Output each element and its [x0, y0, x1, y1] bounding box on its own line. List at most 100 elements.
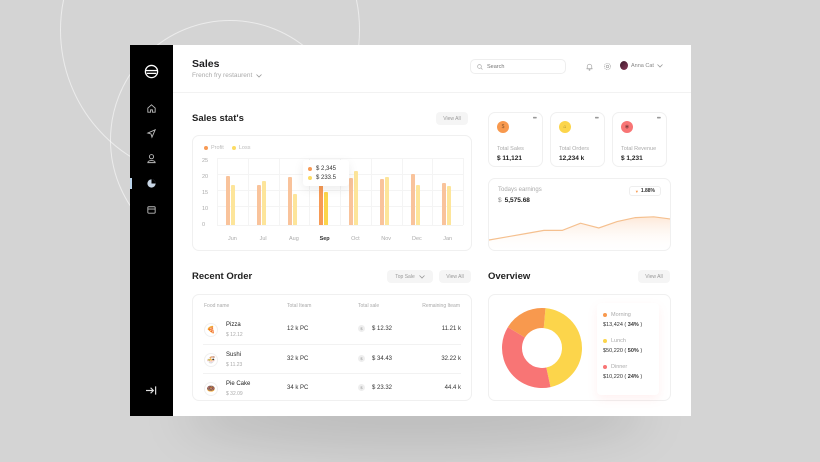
- bar-loss[interactable]: [446, 186, 451, 225]
- bar-group-jul[interactable]: [257, 158, 271, 225]
- bar-profit[interactable]: [410, 174, 415, 225]
- stat-label: Total Revenue: [621, 146, 657, 152]
- recent-view-all-button[interactable]: View All: [439, 270, 471, 283]
- settings-icon[interactable]: [603, 62, 612, 71]
- sales-view-all-button[interactable]: View All: [436, 112, 468, 125]
- grid-line: [247, 158, 249, 225]
- topbar: Sales French fry restaurent Anna Cat: [173, 45, 691, 93]
- chart-pie-icon[interactable]: [146, 178, 157, 189]
- bar-profit[interactable]: [441, 183, 446, 225]
- remaining-items: 32.22 k: [441, 356, 461, 362]
- grid-line: [217, 158, 218, 225]
- remaining-items: 11.21 k: [441, 326, 461, 332]
- restaurant-name: French fry restaurent: [192, 72, 253, 79]
- bar-profit[interactable]: [380, 179, 385, 225]
- x-tick: Sep: [319, 236, 330, 242]
- grid-line: [463, 158, 464, 225]
- trend-down-icon: ▼: [634, 188, 639, 194]
- grid-line: [370, 158, 372, 225]
- tooltip-loss: $ 233.5: [316, 174, 337, 181]
- bar-loss[interactable]: [354, 171, 359, 225]
- stat-value: $ 11,121: [497, 155, 522, 162]
- bar-group-nov[interactable]: [380, 158, 394, 225]
- coin-icon: $: [358, 325, 365, 332]
- x-tick: Aug: [288, 236, 299, 242]
- revenue-icon: ◉: [621, 121, 633, 133]
- x-tick: Dec: [411, 236, 422, 242]
- restaurant-selector[interactable]: French fry restaurent: [192, 72, 263, 79]
- logout-icon[interactable]: [145, 385, 158, 396]
- bar-profit[interactable]: [226, 176, 231, 225]
- top-sale-dropdown[interactable]: Top Sale: [387, 270, 433, 283]
- earnings-label: Todays earnings: [498, 187, 542, 193]
- grid-line: [401, 158, 403, 225]
- food-price: $ 32.09: [226, 391, 243, 397]
- coin-icon: $: [358, 355, 365, 362]
- legend-dot: [603, 313, 607, 317]
- table-row[interactable]: 🍕 Pizza $ 12.12 12 k PC $ $ 12.32 11.21 …: [203, 315, 461, 344]
- sushi-icon: 🍜: [204, 353, 218, 367]
- table-row[interactable]: 🍩 Pie Cake $ 32.09 34 k PC $ $ 23.32 44.…: [203, 373, 461, 402]
- bar-group-sep[interactable]: [318, 158, 333, 225]
- more-icon[interactable]: •••: [656, 116, 661, 122]
- bar-group-jun[interactable]: [226, 158, 240, 225]
- grid-line: [432, 158, 434, 225]
- bar-profit[interactable]: [257, 184, 262, 225]
- stat-card-total-revenue[interactable]: ◉ ••• Total Revenue $ 1,231: [612, 112, 667, 167]
- overview-view-all-button[interactable]: View All: [638, 270, 670, 283]
- legend-loss[interactable]: Loss: [231, 145, 250, 151]
- legend-profit[interactable]: Profit: [204, 145, 224, 151]
- more-icon[interactable]: •••: [532, 116, 537, 122]
- bar-loss[interactable]: [415, 184, 420, 225]
- bar-group-dec[interactable]: [410, 158, 425, 225]
- chart-legend: Profit Loss: [204, 145, 250, 151]
- bar-group-aug[interactable]: [287, 158, 302, 225]
- shop-icon: ⌂: [559, 121, 571, 133]
- bar-loss[interactable]: [323, 191, 328, 225]
- stat-card-total-orders[interactable]: ⌂ ••• Total Orders 12,234 k: [550, 112, 605, 167]
- y-tick: 25: [202, 158, 209, 164]
- legend-dinner[interactable]: Dinner $10,220 ( 24% ): [603, 364, 643, 380]
- total-items: 34 k PC: [287, 385, 309, 391]
- logo-icon[interactable]: [144, 64, 159, 79]
- user-icon[interactable]: [146, 153, 157, 164]
- pizza-icon: 🍕: [204, 323, 218, 337]
- bar-loss[interactable]: [292, 194, 297, 225]
- search-box[interactable]: [470, 59, 566, 74]
- bar-group-oct[interactable]: [349, 158, 363, 225]
- grid-line: [217, 225, 463, 226]
- legend-morning[interactable]: Morning $13,424 ( 34% ): [603, 312, 643, 328]
- donut-segment-dinner[interactable]: [502, 308, 582, 388]
- bar-loss[interactable]: [231, 184, 236, 225]
- legend-lunch[interactable]: Lunch $50,220 ( 50% ): [603, 338, 643, 354]
- food-name: Pizza: [226, 322, 241, 328]
- grid-line: [340, 158, 341, 225]
- bar-profit[interactable]: [287, 177, 292, 225]
- user-name: Anna Cat: [631, 62, 654, 69]
- home-icon[interactable]: [146, 103, 157, 114]
- total-sale: $ 12.32: [372, 326, 393, 332]
- send-icon[interactable]: [146, 128, 157, 139]
- search-input[interactable]: [487, 63, 557, 70]
- food-name: Sushi: [226, 352, 242, 358]
- more-icon[interactable]: •••: [594, 116, 599, 122]
- y-tick: 15: [202, 190, 209, 196]
- active-indicator: [130, 178, 132, 189]
- donut-segment-lunch[interactable]: [502, 308, 582, 388]
- sidebar: [130, 45, 173, 416]
- bar-profit[interactable]: [318, 184, 323, 225]
- food-price: $ 11.23: [226, 362, 243, 368]
- stat-card-total-sales[interactable]: $ ••• Total Sales $ 11,121: [488, 112, 543, 167]
- bar-loss[interactable]: [262, 180, 267, 225]
- table-row[interactable]: 🍜 Sushi $ 11.23 32 k PC $ $ 34.43 32.22 …: [203, 344, 461, 373]
- user-menu[interactable]: Anna Cat: [620, 61, 663, 70]
- stat-label: Total Sales: [497, 146, 524, 152]
- food-name: Pie Cake: [226, 381, 251, 387]
- chart-tooltip: $ 2,345 $ 233.5: [303, 160, 349, 186]
- grid-line: [309, 158, 311, 225]
- wallet-icon[interactable]: [146, 204, 157, 215]
- bell-icon[interactable]: [585, 62, 594, 71]
- bar-profit[interactable]: [349, 178, 354, 225]
- bar-group-jan[interactable]: [441, 158, 456, 225]
- bar-loss[interactable]: [385, 176, 390, 225]
